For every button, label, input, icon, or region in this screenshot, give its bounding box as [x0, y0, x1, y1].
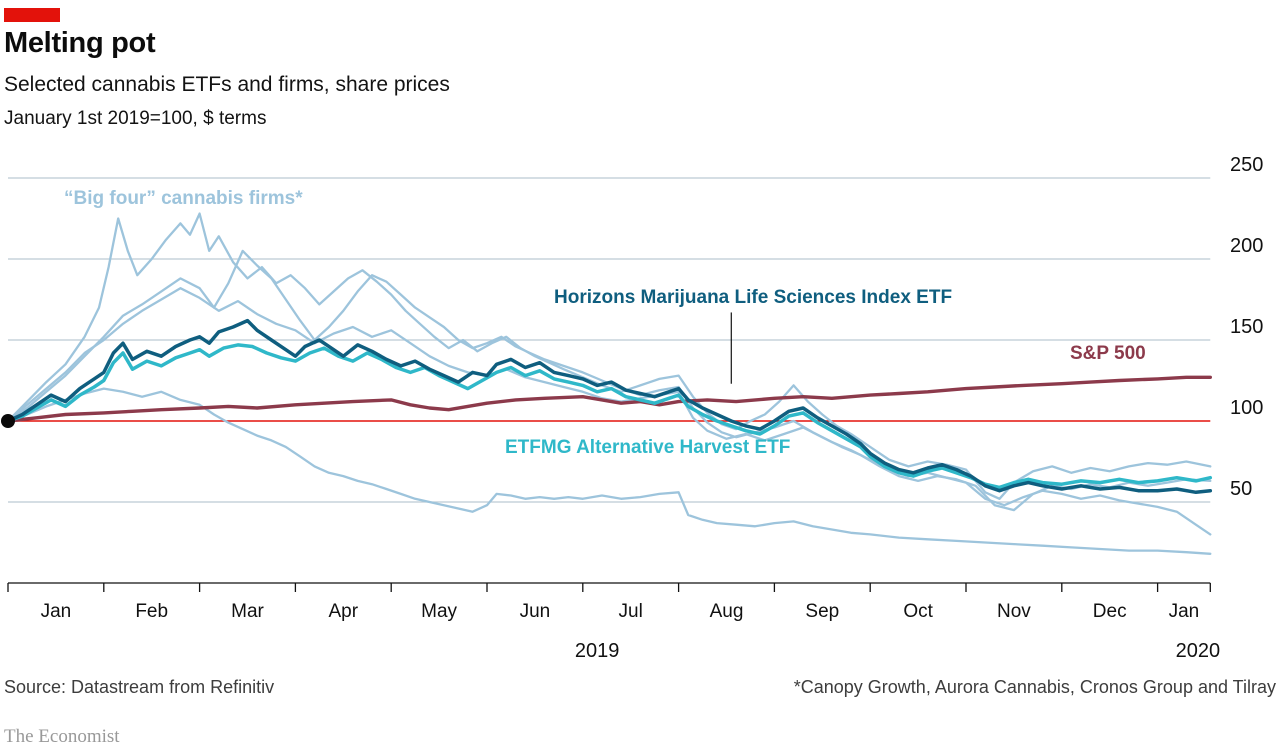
month-label: Apr — [329, 601, 359, 622]
chart-index-note: January 1st 2019=100, $ terms — [4, 108, 267, 129]
month-label: May — [421, 601, 457, 622]
series-line-horizons — [6, 318, 1213, 495]
y-tick-label: 250 — [1230, 154, 1263, 176]
month-label: Sep — [805, 601, 839, 622]
year-label: 2019 — [575, 640, 620, 662]
series-line-big-four-3 — [6, 387, 1212, 555]
y-tick-label: 50 — [1230, 478, 1252, 500]
month-label: Jul — [619, 601, 643, 622]
index-start-dot — [1, 414, 15, 428]
month-label: Dec — [1093, 601, 1127, 622]
chart-subtitle: Selected cannabis ETFs and firms, share … — [4, 73, 450, 96]
month-label: Nov — [997, 601, 1031, 622]
series-line-etfmg — [6, 343, 1213, 490]
footnote: *Canopy Growth, Aurora Cannabis, Cronos … — [793, 677, 1276, 697]
month-label: Feb — [135, 601, 168, 622]
chart-title: Melting pot — [4, 27, 156, 59]
y-tick-label: 100 — [1230, 397, 1263, 419]
month-label: Jan — [1169, 601, 1200, 622]
month-label: Jan — [41, 601, 72, 622]
year-label: 2020 — [1176, 640, 1221, 662]
series-label-horizons: Horizons Marijuana Life Sciences Index E… — [554, 287, 953, 308]
series-line-big-four-4 — [6, 287, 1212, 512]
series-line-sp500 — [6, 375, 1213, 423]
month-label: Oct — [903, 601, 933, 622]
series-label-etfmg: ETFMG Alternative Harvest ETF — [505, 437, 791, 458]
month-label: Jun — [520, 601, 551, 622]
y-tick-label: 200 — [1230, 235, 1263, 257]
economist-red-tab — [4, 8, 60, 22]
series-label-big-four: “Big four” cannabis firms* — [64, 188, 303, 209]
month-label: Mar — [231, 601, 264, 622]
economist-brand: The Economist — [4, 726, 120, 747]
series-label-sp500: S&P 500 — [1070, 343, 1146, 364]
source-note: Source: Datastream from Refinitiv — [4, 677, 275, 697]
month-label: Aug — [710, 601, 744, 622]
y-tick-label: 150 — [1230, 316, 1263, 338]
